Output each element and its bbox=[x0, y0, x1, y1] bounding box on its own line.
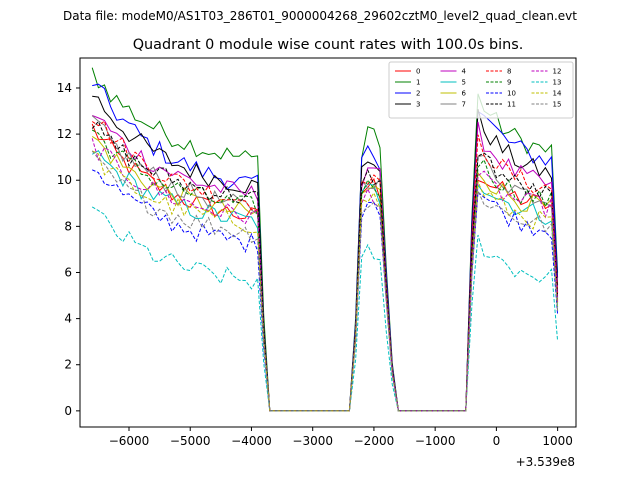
legend-label-15: 15 bbox=[553, 101, 562, 109]
legend-label-7: 7 bbox=[462, 101, 466, 109]
legend-label-13: 13 bbox=[553, 79, 562, 87]
legend-label-10: 10 bbox=[507, 90, 516, 98]
series-line-13 bbox=[91, 206, 559, 412]
legend-label-14: 14 bbox=[553, 90, 562, 98]
legend-label-3: 3 bbox=[416, 101, 420, 109]
series-line-8 bbox=[91, 120, 559, 412]
legend-label-4: 4 bbox=[462, 68, 467, 76]
y-tick-label: 10 bbox=[57, 173, 72, 187]
x-tick-label: −5000 bbox=[170, 434, 211, 448]
legend-box bbox=[388, 61, 574, 119]
series-line-10 bbox=[91, 169, 559, 412]
y-tick-label: 0 bbox=[64, 404, 72, 418]
axes-layer: −6000 −5000 −4000 −3000 −2000 −1000 0 1000 0 2 4 6 8… bbox=[57, 57, 577, 448]
legend-label-8: 8 bbox=[507, 68, 511, 76]
x-axis-offset-label: +3.539e8 bbox=[516, 455, 575, 469]
x-tick-label: −2000 bbox=[354, 434, 395, 448]
series-line-9 bbox=[91, 129, 559, 412]
x-tick-label: −6000 bbox=[109, 434, 150, 448]
plot-frame bbox=[79, 57, 577, 428]
x-tick-label: 0 bbox=[493, 434, 501, 448]
legend-label-9: 9 bbox=[507, 79, 511, 87]
legend-label-2: 2 bbox=[416, 90, 420, 98]
series-line-3 bbox=[92, 95, 559, 412]
legend-label-6: 6 bbox=[462, 90, 467, 98]
legend-label-0: 0 bbox=[416, 68, 420, 76]
figure-suptitle: Data file: modeM0/AS1T03_286T01_90000042… bbox=[63, 9, 577, 23]
x-tick-label: −1000 bbox=[415, 434, 456, 448]
series-line-11 bbox=[91, 120, 559, 412]
legend-label-1: 1 bbox=[416, 79, 420, 87]
legend-label-11: 11 bbox=[507, 101, 516, 109]
y-tick-label: 4 bbox=[64, 312, 72, 326]
x-tick-label: −3000 bbox=[292, 434, 333, 448]
series-line-12 bbox=[91, 138, 559, 412]
x-tick-label: −4000 bbox=[231, 434, 272, 448]
legend-label-5: 5 bbox=[462, 79, 466, 87]
y-tick-label: 8 bbox=[64, 219, 72, 233]
series-line-2 bbox=[92, 83, 559, 412]
series-line-14 bbox=[91, 150, 559, 412]
x-tick-label: 1000 bbox=[542, 434, 573, 448]
y-tick-label: 6 bbox=[64, 265, 72, 279]
y-tick-label: 12 bbox=[57, 127, 72, 141]
y-tick-label: 14 bbox=[57, 81, 72, 95]
legend-label-12: 12 bbox=[553, 68, 562, 76]
series-line-15 bbox=[91, 150, 559, 412]
y-tick-label: 2 bbox=[64, 358, 72, 372]
series-layer bbox=[91, 67, 559, 412]
chart-title: Quadrant 0 module wise count rates with … bbox=[133, 37, 524, 53]
